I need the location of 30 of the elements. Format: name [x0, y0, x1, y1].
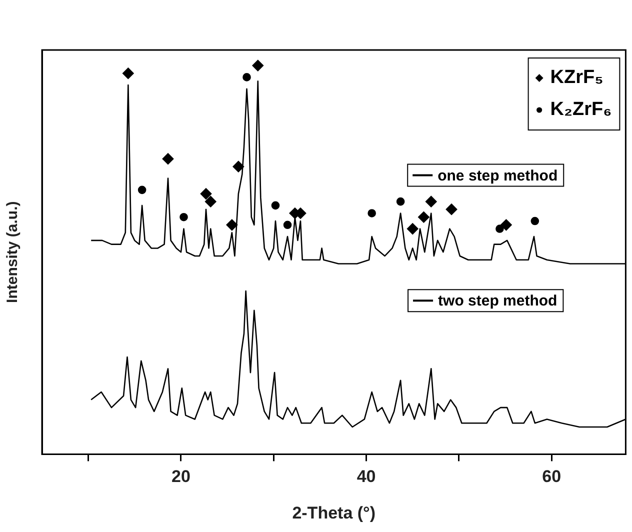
point — [232, 160, 244, 172]
point — [162, 153, 174, 164]
point — [425, 196, 437, 208]
point — [252, 60, 264, 72]
legend-label: two step method — [438, 292, 558, 310]
point — [368, 209, 376, 218]
point — [242, 73, 251, 82]
point — [122, 68, 134, 79]
x-tick-label: 40 — [356, 467, 376, 486]
point — [180, 212, 188, 222]
legend-label: K₂ZrF₆ — [550, 99, 612, 120]
x-tick-label: 60 — [542, 467, 562, 486]
y-axis-title: Intensity (a.u.) — [4, 201, 22, 303]
point — [500, 219, 512, 231]
point — [200, 188, 212, 200]
point — [138, 186, 146, 194]
legend-label: one step method — [438, 167, 558, 184]
x-axis-title: 2-Theta (°) — [292, 503, 376, 522]
point — [226, 219, 238, 231]
point — [271, 201, 280, 210]
point — [530, 216, 540, 226]
point — [204, 196, 216, 208]
point — [283, 220, 292, 230]
point — [396, 197, 405, 206]
point — [406, 223, 418, 234]
point — [418, 211, 430, 223]
point — [446, 204, 458, 215]
x-tick-label: 20 — [172, 467, 190, 486]
point — [496, 224, 504, 233]
legend-label: KZrF₅ — [550, 67, 604, 88]
